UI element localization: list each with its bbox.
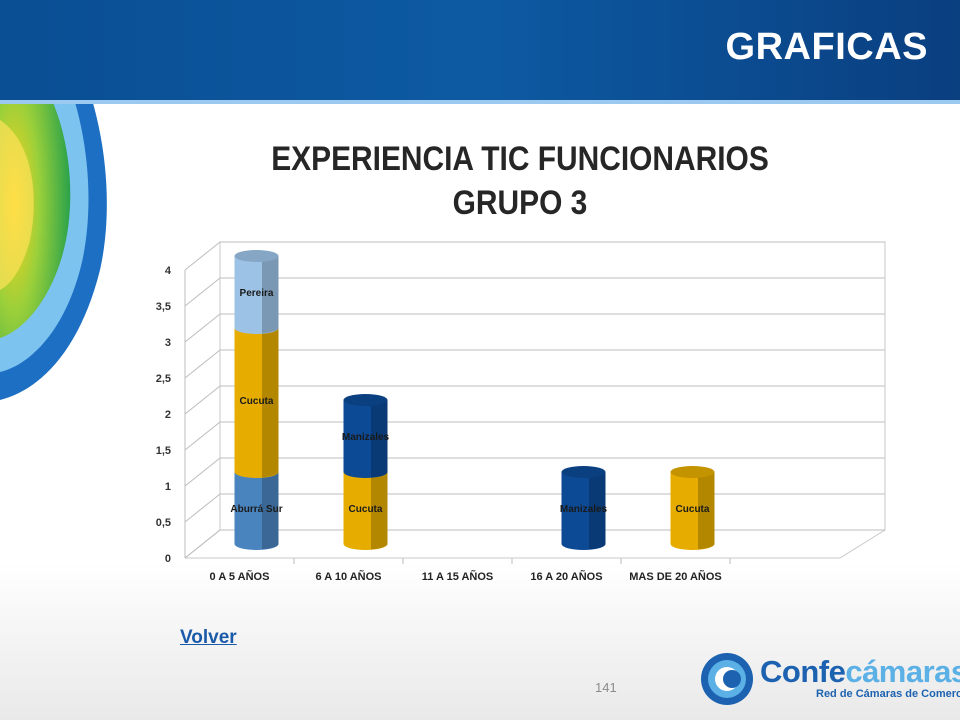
gridline-diagonal bbox=[184, 385, 221, 415]
y-tick-label: 2 bbox=[165, 409, 171, 421]
x-tick-label: 6 A 10 AÑOS bbox=[315, 570, 381, 583]
y-tick-label: 2,5 bbox=[156, 373, 171, 385]
cylinder-segment-shade bbox=[262, 328, 279, 478]
cylinder-segment-shade bbox=[262, 256, 279, 334]
cylinder-top bbox=[234, 250, 279, 262]
data-label: Manizales bbox=[560, 504, 608, 515]
data-label: Pereira bbox=[240, 288, 274, 299]
x-tick-label: 11 A 15 AÑOS bbox=[422, 570, 494, 583]
confecamaras-logo: Confecámaras Red de Cámaras de Comercio bbox=[698, 650, 960, 710]
y-tick-label: 3 bbox=[165, 337, 171, 349]
x-tick-label: MAS DE 20 AÑOS bbox=[629, 570, 722, 583]
cylinder-top bbox=[670, 466, 715, 478]
plot-frame bbox=[184, 241, 886, 559]
y-tick-label: 0 bbox=[165, 553, 171, 565]
header-bar bbox=[0, 0, 960, 100]
data-label: Manizales bbox=[342, 432, 390, 443]
y-tick-label: 1 bbox=[165, 481, 171, 493]
cylinder-top bbox=[561, 466, 606, 478]
gridline-diagonal bbox=[184, 277, 221, 307]
x-tick-label: 16 A 20 AÑOS bbox=[530, 570, 602, 583]
logo-tagline: Red de Cámaras de Comercio bbox=[816, 688, 960, 700]
logo-mark-icon bbox=[701, 653, 753, 705]
logo-name-part1: Confe bbox=[760, 654, 846, 689]
gridline-diagonal bbox=[184, 313, 221, 343]
slide-title: GRAFICAS bbox=[725, 26, 928, 68]
data-label: Cucuta bbox=[349, 504, 383, 515]
cylinder-segment-shade bbox=[371, 472, 388, 550]
gridline-diagonal bbox=[184, 493, 221, 523]
gridline-diagonal bbox=[184, 529, 221, 559]
volver-link[interactable]: Volver bbox=[180, 627, 237, 648]
x-tick-label: 0 A 5 AÑOS bbox=[210, 570, 270, 583]
logo-name: Confecámaras bbox=[760, 654, 960, 690]
cylinder-segment-shade bbox=[698, 472, 715, 550]
gridline-diagonal bbox=[184, 421, 221, 451]
y-tick-label: 1,5 bbox=[156, 445, 171, 457]
cylinder-segment-shade bbox=[371, 400, 388, 478]
cylinder-segment-shade bbox=[262, 472, 279, 550]
y-tick-label: 4 bbox=[165, 265, 172, 277]
data-label: Cucuta bbox=[240, 396, 274, 407]
header-divider bbox=[0, 100, 960, 104]
chart-subtitle: GRUPO 3 bbox=[452, 184, 588, 222]
cylinder-segment-shade bbox=[589, 472, 606, 550]
y-tick-label: 0,5 bbox=[156, 517, 171, 529]
data-label: Aburrá Sur bbox=[230, 504, 282, 515]
cylinder-top bbox=[343, 394, 388, 406]
gridline-diagonal bbox=[184, 241, 221, 271]
y-tick-label: 3,5 bbox=[156, 301, 171, 313]
data-label: Cucuta bbox=[676, 504, 710, 515]
page-number: 141 bbox=[595, 680, 617, 695]
chart-title: EXPERIENCIA TIC FUNCIONARIOS bbox=[271, 140, 769, 178]
logo-name-part2: cámaras bbox=[845, 654, 960, 689]
gridline-diagonal bbox=[184, 457, 221, 487]
gridline-diagonal bbox=[184, 349, 221, 379]
